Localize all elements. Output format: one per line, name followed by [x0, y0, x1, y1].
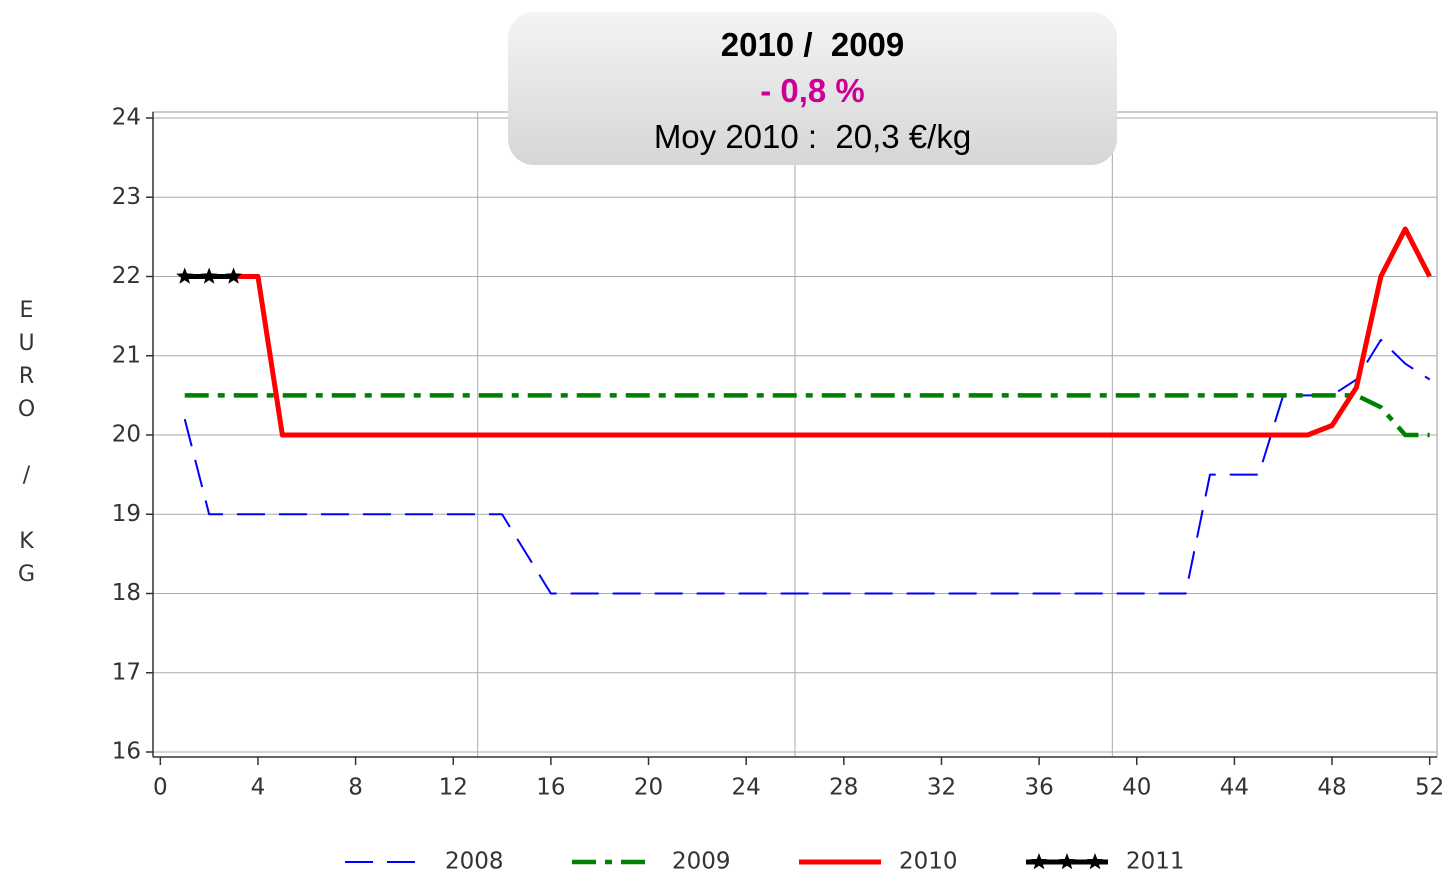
star-marker: [200, 267, 218, 284]
x-tick-label: 32: [927, 775, 956, 801]
y-tick-label: 23: [112, 184, 141, 210]
x-tick-label: 16: [536, 775, 565, 801]
info-average: Moy 2010 : 20,3 €/kg: [653, 118, 972, 155]
legend-label: 2010: [899, 849, 958, 875]
x-tick-label: 24: [732, 775, 761, 801]
y-tick-label: 19: [112, 501, 141, 527]
x-tick-label: 36: [1024, 775, 1053, 801]
legend-star: [1058, 853, 1076, 870]
x-tick-label: 44: [1220, 775, 1249, 801]
x-tick-label: 0: [153, 775, 168, 801]
series-line: [183, 338, 1431, 595]
info-change: - 0,8 %: [760, 72, 865, 109]
legend-star: [1030, 853, 1048, 870]
x-tick-label: 28: [829, 775, 858, 801]
y-tick-label: 16: [112, 739, 141, 765]
series-line: [184, 393, 1430, 438]
info-title: 2010 / 2009: [720, 26, 905, 63]
info-box: 2010 / 2009 - 0,8 % Moy 2010 : 20,3 €/kg: [508, 12, 1117, 165]
x-tick-label: 52: [1415, 775, 1444, 801]
legend-star: [1086, 853, 1104, 870]
legend-label: 2009: [672, 849, 731, 875]
star-marker: [225, 267, 243, 284]
x-tick-label: 40: [1122, 775, 1151, 801]
y-axis-label: EURO / KG: [14, 298, 39, 595]
legend-label: 2008: [445, 849, 504, 875]
x-tick-label: 8: [348, 775, 363, 801]
y-tick-label: 21: [112, 342, 141, 368]
y-tick-label: 20: [112, 422, 141, 448]
x-tick-label: 12: [439, 775, 468, 801]
x-tick-label: 48: [1317, 775, 1346, 801]
y-tick-label: 22: [112, 263, 141, 289]
x-tick-label: 20: [634, 775, 663, 801]
series-line: [184, 226, 1432, 438]
star-marker: [176, 267, 194, 284]
x-tick-label: 4: [251, 775, 266, 801]
legend-label: 2011: [1126, 849, 1185, 875]
y-tick-label: 17: [112, 659, 141, 685]
y-tick-label: 24: [112, 105, 141, 131]
y-tick-label: 18: [112, 580, 141, 606]
